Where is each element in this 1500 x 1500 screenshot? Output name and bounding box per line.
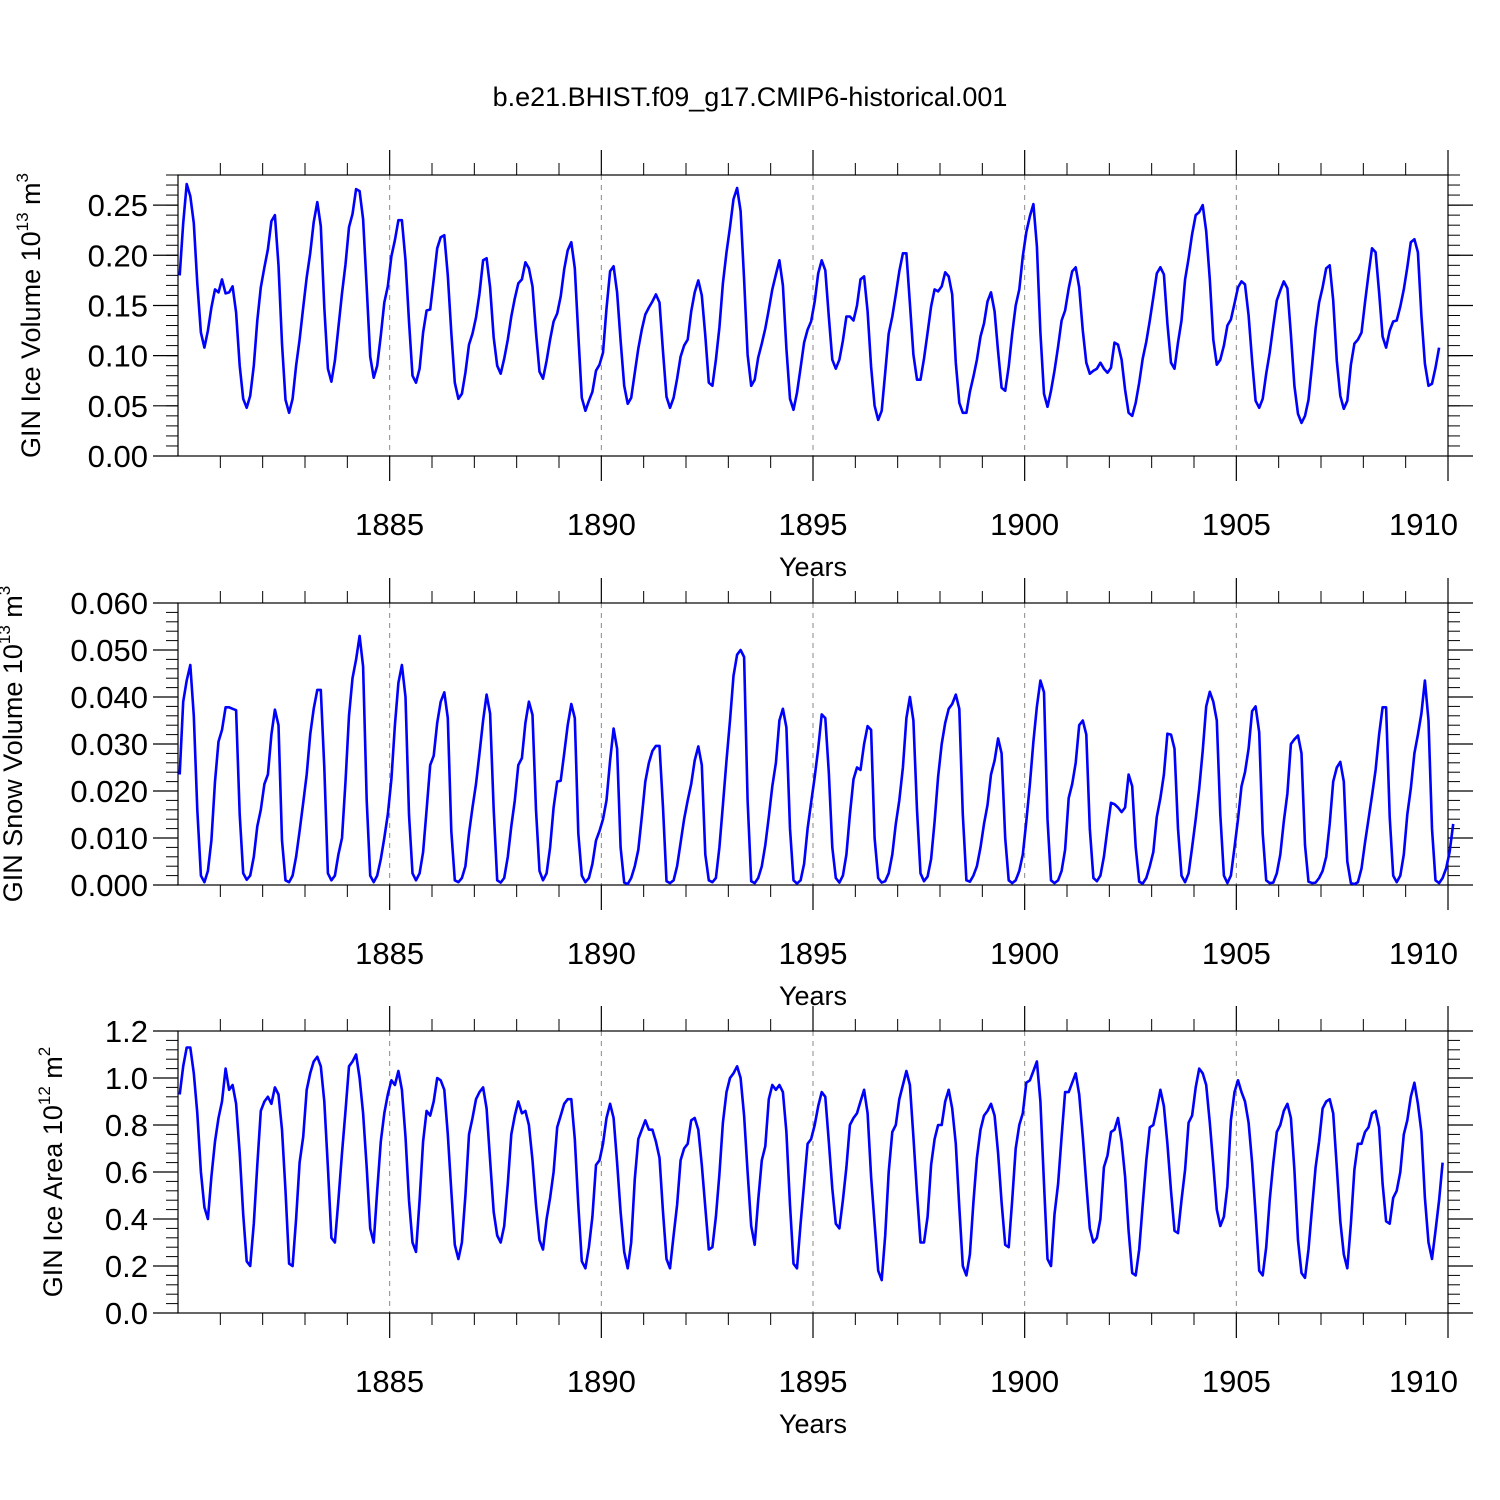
- y-tick-label: 0.010: [70, 821, 148, 856]
- y-axis-label-exponent: 12: [35, 1086, 54, 1105]
- y-axis-label-unit-exponent: 3: [13, 173, 32, 182]
- y-tick-label: 0.20: [88, 238, 148, 273]
- x-tick-label: 1900: [990, 507, 1059, 542]
- y-axis-label: GIN Snow Volume 1013 m3: [0, 586, 28, 903]
- x-tick-label: 1905: [1202, 1364, 1271, 1399]
- y-tick-label: 0.4: [105, 1202, 148, 1237]
- y-axis-label-text: GIN Ice Area 10: [38, 1105, 68, 1297]
- x-tick-label: 1905: [1202, 507, 1271, 542]
- y-axis-label-exponent: 13: [13, 212, 32, 231]
- x-tick-label: 1895: [779, 507, 848, 542]
- x-tick-label: 1890: [567, 507, 636, 542]
- y-tick-label: 0.060: [70, 586, 148, 621]
- y-tick-label: 0.6: [105, 1155, 148, 1190]
- snow-volume-panel: 0.000 0.010 0.020 0.030 0.040 0.050 0.060 1885 1…: [0, 578, 1473, 1011]
- y-tick-label: 0.000: [70, 868, 148, 903]
- y-axis-label-unit-exponent: 2: [35, 1047, 54, 1056]
- y-axis-label: GIN Ice Area 1012 m2: [35, 1047, 68, 1298]
- y-axis-label-unit: m: [16, 182, 46, 212]
- ice-volume-panel: 0.00 0.05 0.10 0.15 0.20 0.25 1885 1890 1895 1900…: [13, 150, 1473, 582]
- x-tick-label: 1910: [1389, 1364, 1458, 1399]
- x-axis-label: Years: [779, 552, 847, 582]
- y-axis-label-exponent: 13: [0, 625, 14, 644]
- y-tick-label: 0.10: [88, 339, 148, 374]
- ice-area-panel: 0.0 0.2 0.4 0.6 0.8 1.0 1.2 1885 1890 1895 1900 190…: [35, 1006, 1473, 1439]
- y-axis-label-unit: m: [0, 595, 28, 625]
- y-tick-label: 0.0: [105, 1296, 148, 1331]
- y-tick-label: 0.2: [105, 1249, 148, 1284]
- y-axis-label-unit: m: [38, 1056, 68, 1086]
- y-tick-label: 0.05: [88, 389, 148, 424]
- series-line: [178, 634, 1455, 886]
- x-tick-label: 1910: [1389, 507, 1458, 542]
- x-tick-label: 1890: [567, 936, 636, 971]
- y-tick-label: 0.8: [105, 1108, 148, 1143]
- y-tick-label: 0.15: [88, 288, 148, 323]
- y-tick-label: 0.00: [88, 439, 148, 474]
- x-tick-label: 1895: [779, 1364, 848, 1399]
- y-axis-label-unit-exponent: 3: [0, 586, 14, 595]
- x-tick-label: 1910: [1389, 936, 1458, 971]
- x-tick-label: 1900: [990, 936, 1059, 971]
- y-tick-label: 0.020: [70, 774, 148, 809]
- y-axis-label-text: GIN Ice Volume 10: [16, 231, 46, 458]
- x-tick-label: 1885: [355, 936, 424, 971]
- y-tick-label: 0.050: [70, 633, 148, 668]
- y-tick-label: 1.0: [105, 1061, 148, 1096]
- chart-title: b.e21.BHIST.f09_g17.CMIP6-historical.001: [492, 82, 1008, 112]
- x-tick-label: 1895: [779, 936, 848, 971]
- y-tick-label: 0.030: [70, 727, 148, 762]
- y-axis-label: GIN Ice Volume 1013 m3: [13, 173, 46, 458]
- y-axis-label-text: GIN Snow Volume 10: [0, 644, 28, 902]
- series-line: [178, 1046, 1444, 1282]
- x-tick-label: 1905: [1202, 936, 1271, 971]
- y-tick-label: 0.25: [88, 188, 148, 223]
- series-line: [178, 182, 1441, 425]
- x-tick-label: 1885: [355, 1364, 424, 1399]
- y-tick-label: 1.2: [105, 1014, 148, 1049]
- y-tick-label: 0.040: [70, 680, 148, 715]
- x-axis-label: Years: [779, 1409, 847, 1439]
- x-tick-label: 1890: [567, 1364, 636, 1399]
- x-tick-label: 1885: [355, 507, 424, 542]
- x-tick-label: 1900: [990, 1364, 1059, 1399]
